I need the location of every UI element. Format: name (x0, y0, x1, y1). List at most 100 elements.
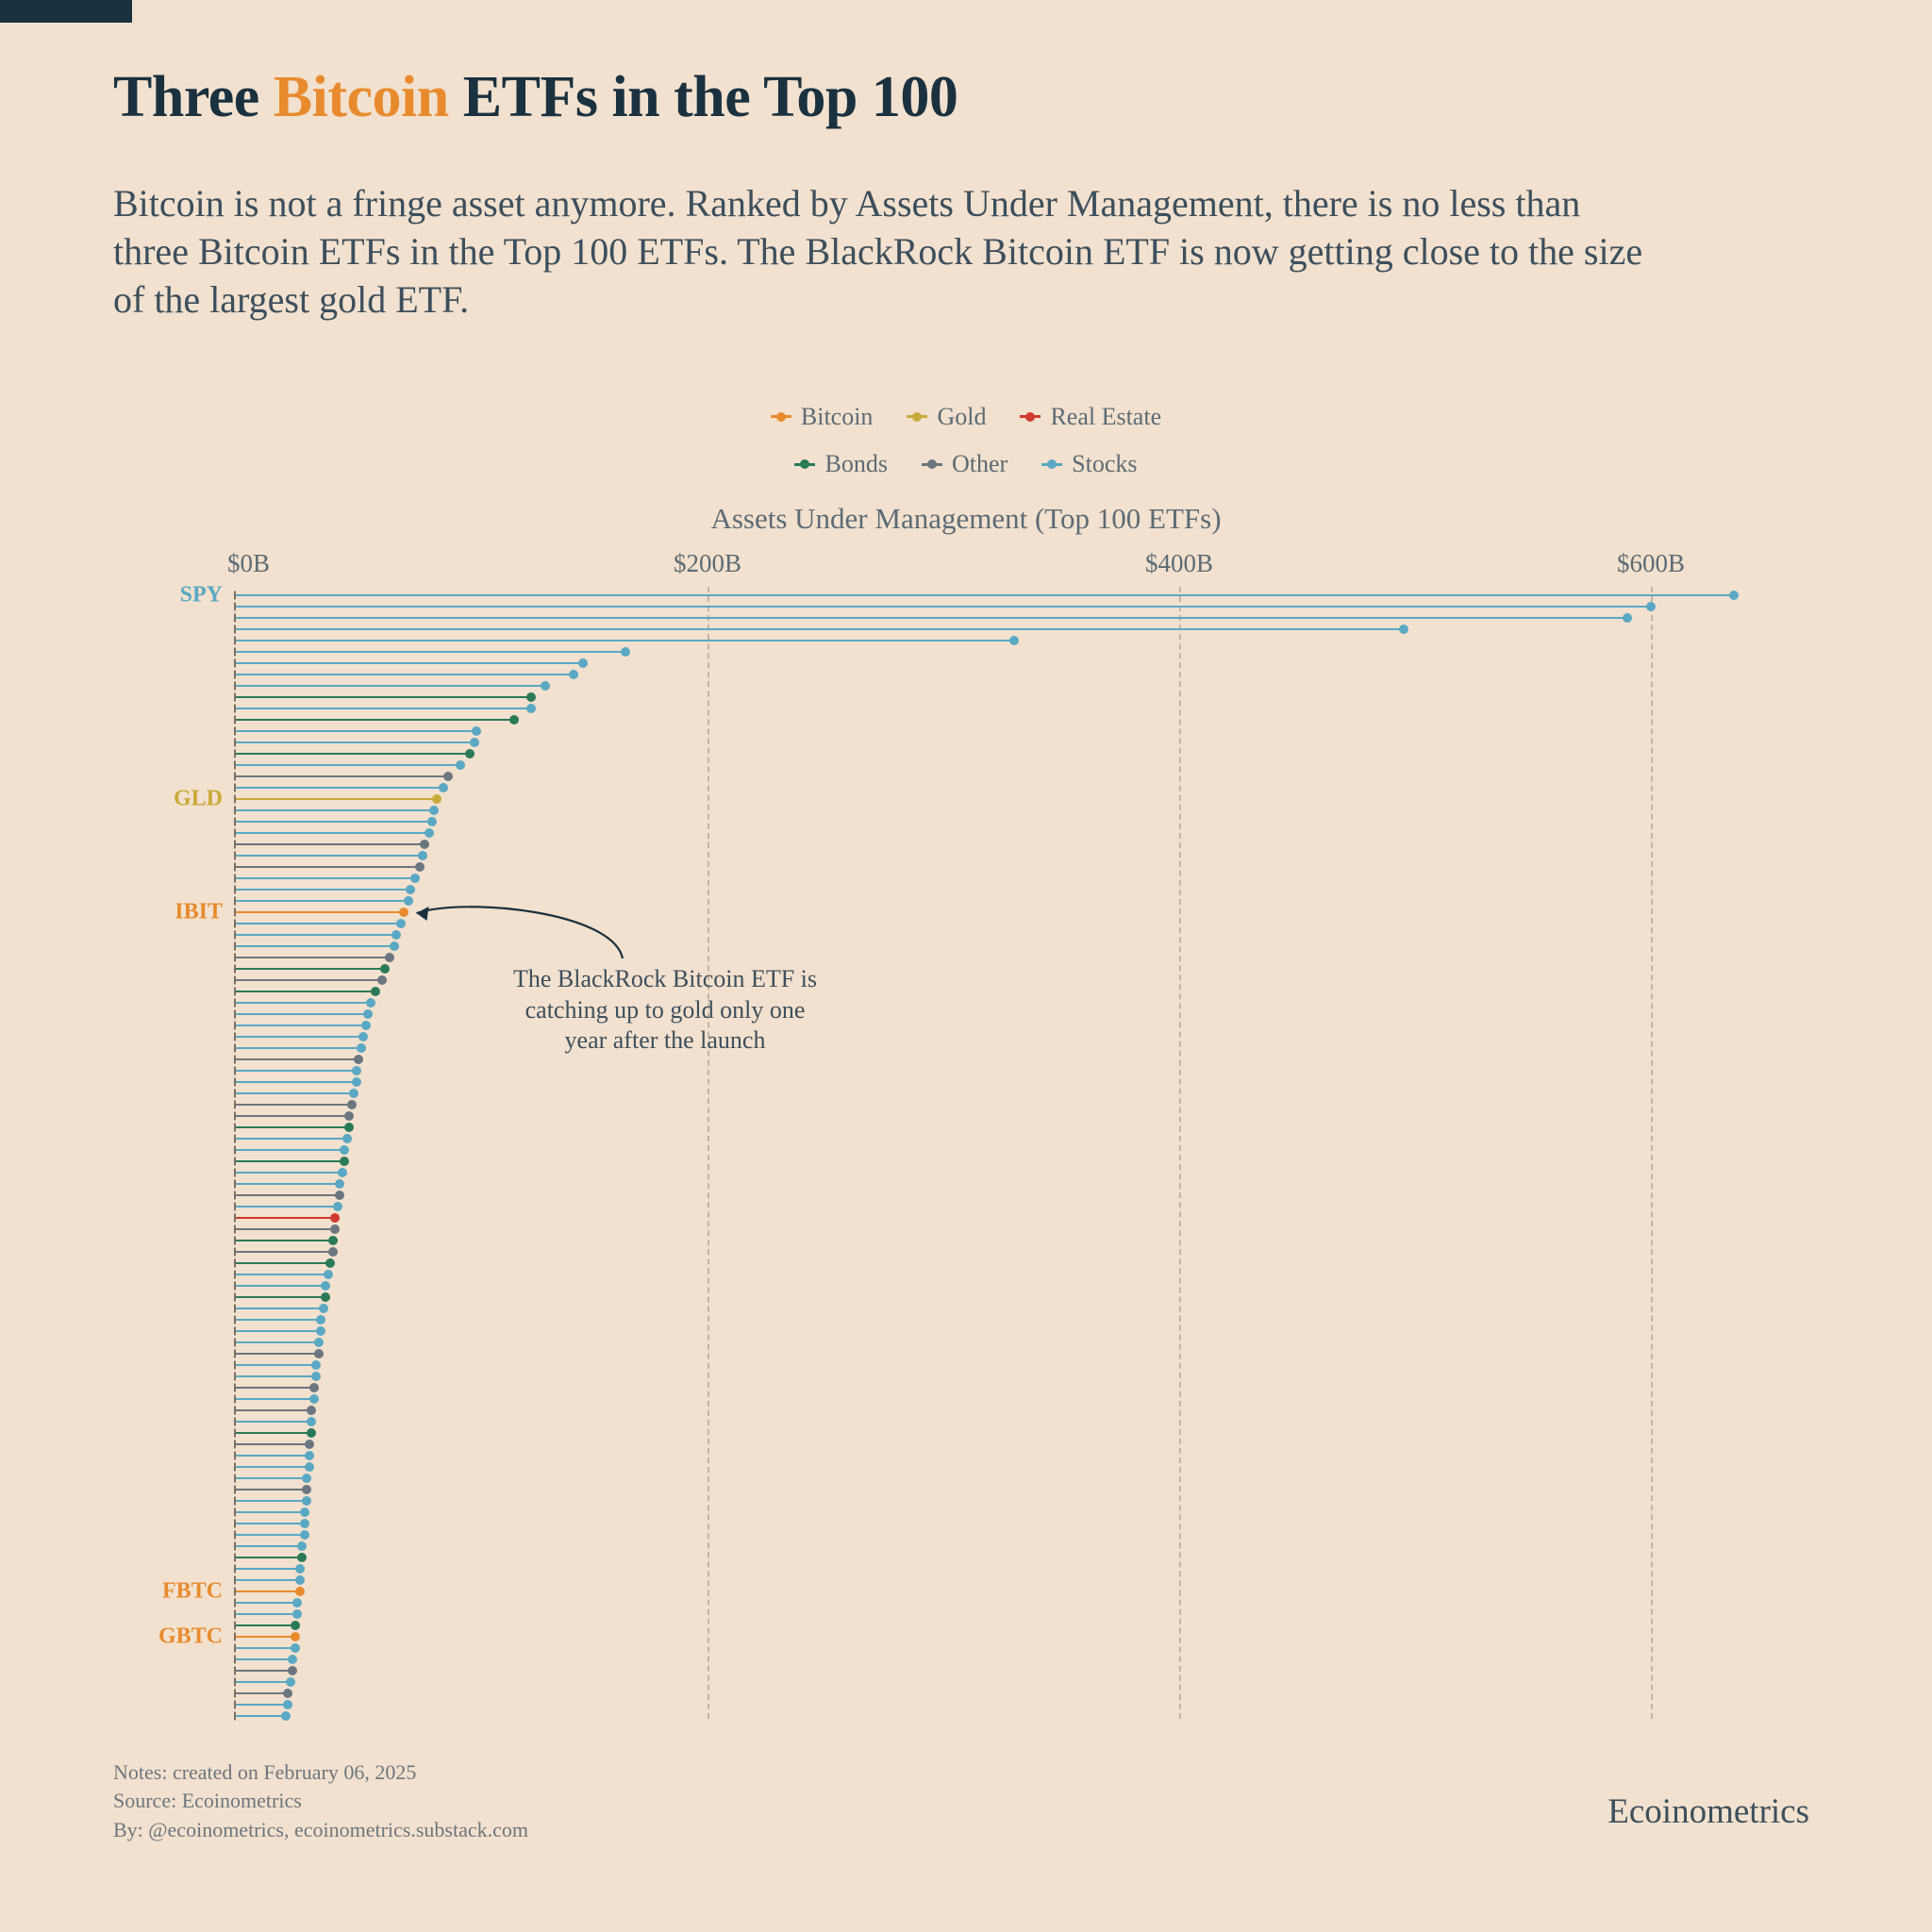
footer-line-2: Source: Ecoinometrics (113, 1787, 528, 1816)
etf-row (236, 782, 1745, 792)
etf-row (236, 850, 1745, 860)
row-dot (297, 1541, 307, 1551)
row-dot (429, 806, 439, 815)
row-bar (236, 1432, 311, 1434)
etf-row (236, 1484, 1745, 1494)
row-dot (456, 760, 465, 770)
row-bar (236, 1636, 295, 1638)
row-bar (236, 1557, 302, 1558)
etf-row (236, 1359, 1745, 1370)
row-bar (236, 1047, 361, 1049)
legend-swatch-bitcoin (771, 415, 791, 418)
row-dot (1399, 625, 1408, 634)
row-dot (316, 1326, 325, 1336)
etf-row (236, 1054, 1745, 1064)
row-bar (236, 1591, 300, 1592)
row-bar (236, 1070, 357, 1072)
row-dot (300, 1519, 309, 1528)
row-dot (439, 783, 448, 792)
row-bar (236, 832, 429, 834)
row-bar (236, 1274, 328, 1275)
row-bar (236, 1443, 309, 1445)
row-bar (236, 1228, 335, 1230)
row-bar (236, 979, 382, 981)
etf-row (236, 1654, 1745, 1664)
row-bar (236, 1602, 297, 1604)
etf-row (236, 1597, 1745, 1607)
etf-row (236, 1291, 1745, 1302)
etf-row (236, 691, 1745, 702)
row-dot (302, 1485, 311, 1494)
row-dot (307, 1406, 316, 1415)
row-bar (236, 1024, 366, 1026)
row-bar (236, 1206, 338, 1208)
row-dot (340, 1157, 349, 1166)
etf-row (236, 895, 1745, 906)
row-dot (283, 1689, 292, 1698)
etf-row (236, 1178, 1745, 1189)
row-bar (236, 1613, 297, 1615)
etf-row: FBTC (236, 1586, 1745, 1596)
etf-row (236, 1246, 1745, 1257)
row-bar (236, 1715, 286, 1717)
row-dot (385, 953, 394, 962)
row-dot (357, 1043, 366, 1053)
row-bar (236, 730, 476, 732)
etf-row (236, 737, 1745, 747)
row-bar (236, 674, 574, 675)
row-bar (236, 719, 514, 721)
legend-swatch-gold (907, 415, 927, 418)
row-dot (305, 1462, 314, 1472)
etf-row (236, 1110, 1745, 1121)
row-dot (391, 930, 401, 940)
x-tick-label: $200B (674, 549, 741, 578)
row-label-spy: SPY (180, 582, 223, 608)
etf-row (236, 1710, 1745, 1721)
chart: $0B$200B$400B$600B SPYGLDIBITFBTCGBTCThe… (236, 549, 1745, 1728)
etf-row (236, 929, 1745, 940)
row-bar (236, 1658, 292, 1660)
footer-line-1: Notes: created on February 06, 2025 (113, 1758, 528, 1788)
title-part-a: Three (113, 65, 274, 129)
etf-row (236, 1099, 1745, 1109)
etf-row: SPY (236, 590, 1745, 600)
row-dot (335, 1191, 344, 1200)
row-dot (377, 975, 387, 985)
etf-row (236, 1167, 1745, 1177)
etf-row (236, 1427, 1745, 1438)
row-dot (363, 1009, 373, 1019)
etf-row (236, 1348, 1745, 1358)
row-dot (465, 749, 475, 758)
legend-label: Bitcoin (801, 403, 874, 431)
row-dot (307, 1417, 316, 1426)
row-dot (292, 1609, 302, 1619)
row-dot (470, 738, 479, 747)
etf-row (236, 1031, 1745, 1041)
row-dot (283, 1700, 292, 1709)
row-dot (427, 817, 437, 826)
row-bar (236, 1670, 292, 1672)
row-dot (415, 862, 425, 872)
footer-notes: Notes: created on February 06, 2025 Sour… (113, 1758, 528, 1845)
row-dot (302, 1474, 311, 1483)
row-bar (236, 866, 420, 868)
row-bar (236, 1398, 314, 1400)
row-dot (295, 1564, 305, 1574)
row-dot (297, 1553, 307, 1562)
row-dot (361, 1021, 371, 1030)
etf-row (236, 1439, 1745, 1449)
row-bar (236, 651, 625, 653)
row-dot (418, 851, 427, 860)
etf-row (236, 1405, 1745, 1415)
row-bar (236, 1240, 333, 1241)
row-dot (321, 1292, 330, 1302)
row-bar (236, 1341, 319, 1343)
row-dot (281, 1711, 291, 1721)
row-bar (236, 1172, 342, 1174)
row-dot (300, 1530, 309, 1540)
etf-row (236, 1552, 1745, 1562)
annotation-text: The BlackRock Bitcoin ETF is catching up… (509, 964, 821, 1057)
row-dot (569, 670, 578, 679)
row-dot (347, 1100, 357, 1109)
row-dot (325, 1258, 335, 1268)
